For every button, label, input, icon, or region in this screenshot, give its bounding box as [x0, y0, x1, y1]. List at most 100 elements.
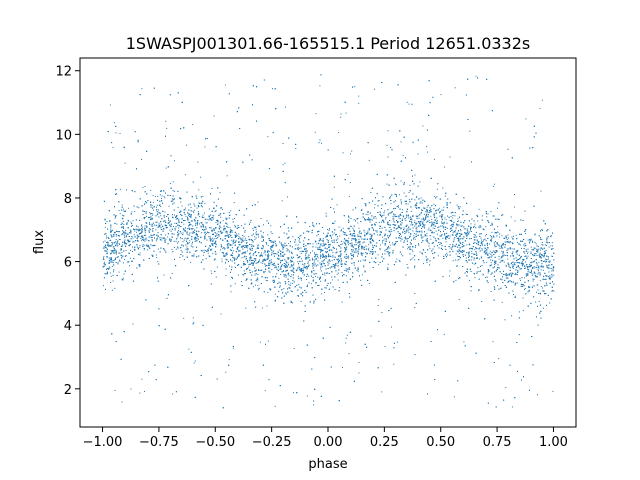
data-point [419, 181, 421, 183]
data-point [398, 259, 400, 261]
data-point [189, 240, 191, 242]
data-point [433, 246, 435, 248]
data-point [160, 223, 162, 225]
data-point [319, 245, 321, 247]
data-point [291, 264, 293, 266]
data-point [300, 279, 302, 281]
data-point [387, 222, 388, 224]
data-point [369, 253, 371, 255]
data-point [141, 224, 143, 226]
data-point [406, 244, 408, 245]
data-point [512, 267, 514, 269]
data-point [158, 222, 160, 224]
data-point [353, 264, 355, 266]
data-point [305, 258, 307, 260]
data-point [533, 266, 535, 268]
data-point [220, 313, 222, 315]
data-point [262, 259, 264, 260]
data-point [158, 226, 160, 228]
data-point [233, 250, 235, 252]
data-point [517, 259, 518, 261]
data-point [188, 214, 190, 216]
data-point [257, 289, 259, 291]
data-point [485, 248, 487, 250]
data-point [150, 213, 152, 214]
data-point [342, 227, 344, 229]
data-point [106, 221, 108, 222]
data-point [469, 259, 470, 261]
data-point [245, 237, 247, 239]
data-point [115, 215, 117, 216]
data-point [209, 219, 211, 221]
data-point [235, 241, 236, 243]
data-point [400, 235, 402, 237]
data-point [386, 144, 388, 146]
data-point [235, 233, 237, 235]
data-point [270, 259, 272, 261]
data-point [442, 214, 444, 216]
data-point [114, 249, 116, 251]
data-point [414, 204, 416, 206]
data-point [406, 231, 407, 233]
data-point [149, 212, 151, 214]
data-point [532, 278, 534, 280]
data-point [418, 198, 420, 200]
data-point [547, 258, 549, 260]
data-point [325, 252, 327, 254]
data-point [249, 257, 251, 259]
data-point [436, 233, 438, 235]
data-point [292, 280, 294, 281]
data-point [254, 239, 256, 241]
data-point [187, 204, 189, 206]
data-point [461, 225, 463, 227]
data-point [243, 270, 245, 272]
data-point [129, 229, 131, 231]
data-point [388, 235, 390, 237]
data-point [393, 220, 395, 222]
data-point [337, 238, 339, 240]
data-point [222, 208, 223, 210]
data-point [226, 240, 228, 242]
data-point [288, 258, 290, 260]
data-point [469, 130, 471, 132]
data-point [293, 262, 295, 264]
data-point [497, 207, 498, 209]
data-point [532, 240, 534, 242]
data-point [219, 192, 221, 194]
data-point [379, 249, 381, 251]
data-point [371, 236, 373, 238]
data-point [386, 248, 388, 250]
data-point [314, 265, 316, 267]
data-point [151, 240, 153, 242]
data-point [202, 254, 204, 256]
data-point [514, 206, 515, 208]
data-point [118, 210, 120, 211]
data-point [262, 232, 264, 234]
data-point [442, 187, 444, 189]
data-point [309, 226, 311, 227]
data-point [538, 262, 540, 264]
data-point [316, 243, 318, 245]
data-point [507, 263, 509, 265]
data-point [416, 222, 418, 224]
data-point [379, 231, 381, 233]
data-point [205, 250, 207, 252]
data-point [369, 251, 371, 252]
data-point [551, 276, 553, 278]
data-point [490, 262, 492, 264]
data-point [410, 211, 412, 212]
data-point [397, 227, 399, 229]
data-point [169, 229, 171, 231]
data-point [541, 244, 543, 246]
data-point [292, 270, 294, 272]
data-point [225, 255, 227, 257]
data-point [323, 256, 325, 257]
data-point [192, 232, 194, 234]
data-point [551, 290, 553, 292]
data-point [351, 239, 353, 241]
data-point [317, 234, 319, 235]
data-point [504, 237, 506, 239]
data-point [211, 272, 213, 274]
data-point [348, 227, 350, 229]
data-point [279, 286, 281, 288]
